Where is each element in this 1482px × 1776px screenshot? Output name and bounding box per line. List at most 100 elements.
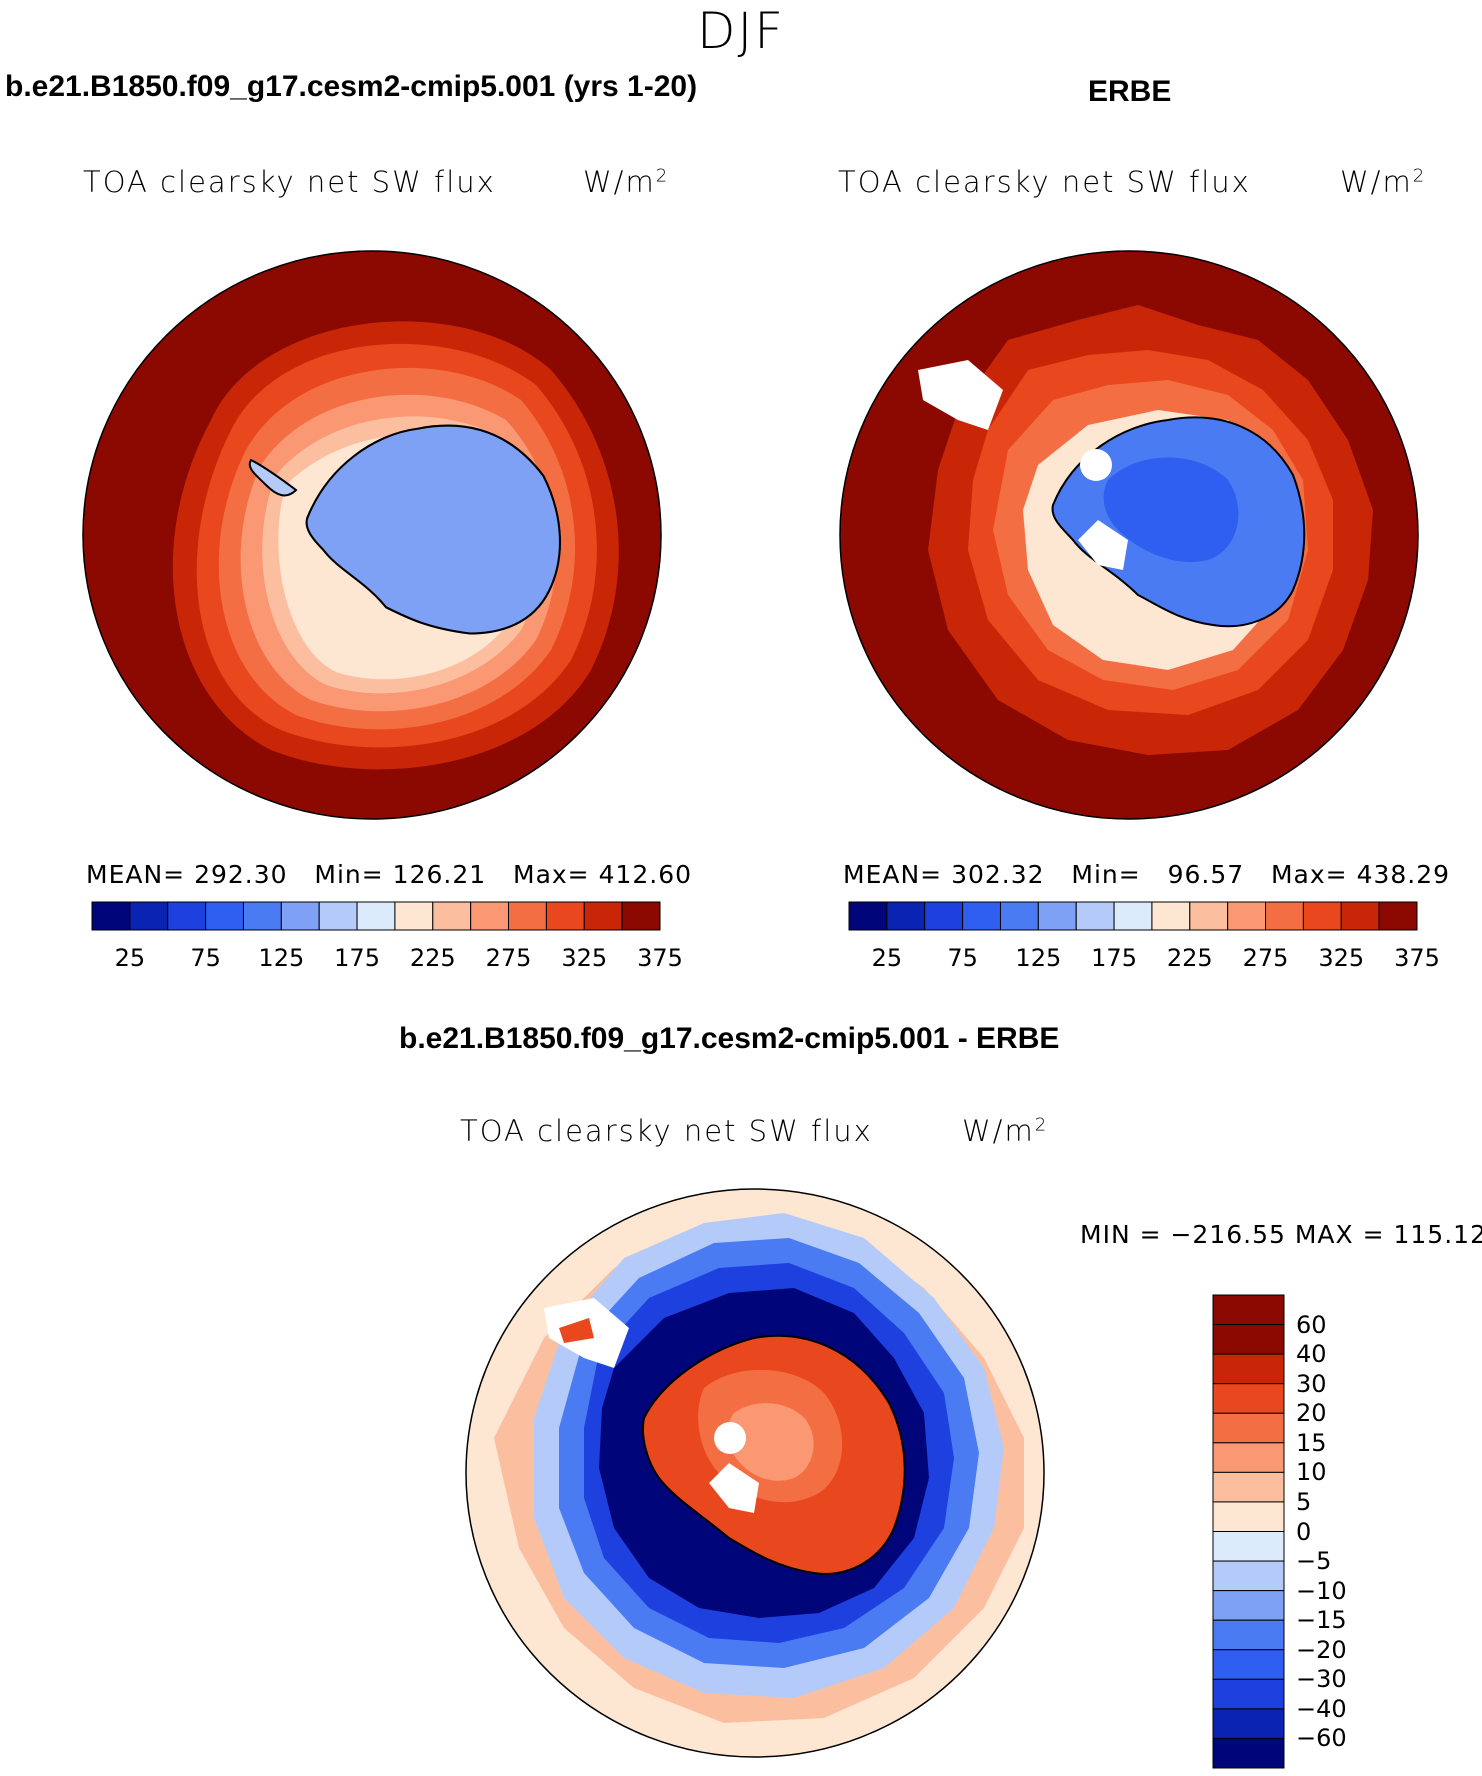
panel3-colorbar-swatch bbox=[1212, 1383, 1285, 1414]
panel2-stats: MEAN= 302.32 Min= 96.57 Max= 438.29 bbox=[843, 860, 1450, 889]
panel1-colorbar-tick-label: 225 bbox=[409, 944, 456, 972]
panel3-variable-label: TOA clearsky net SW flux bbox=[460, 1114, 873, 1148]
panel2-pole-hole bbox=[1080, 449, 1112, 481]
panel1-max-value: 412.60 bbox=[598, 860, 693, 889]
panel2-min-label: Min= bbox=[1071, 860, 1141, 889]
panel3-colorbar-swatch bbox=[1212, 1708, 1285, 1739]
panel2-colorbar-swatch bbox=[999, 901, 1039, 931]
panel3-map bbox=[465, 1188, 1045, 1758]
panel1-colorbar-tick-label: 25 bbox=[114, 944, 146, 972]
panel2-colorbar-swatch bbox=[1151, 901, 1191, 931]
panel2-colorbar-swatch bbox=[1075, 901, 1115, 931]
panel1-map-border bbox=[82, 250, 662, 820]
panel3-units-exponent: 2 bbox=[1034, 1114, 1049, 1136]
panel2-colorbar-tick-label: 275 bbox=[1242, 944, 1289, 972]
panel3-missing-data-2 bbox=[709, 1463, 759, 1513]
panel2-units-base: W/m bbox=[1340, 165, 1413, 199]
panel3-interior-lighter bbox=[727, 1403, 814, 1481]
panel1-colorbar-swatch bbox=[242, 901, 282, 931]
panel2-mean-value: 302.32 bbox=[951, 860, 1045, 889]
panel2-min-value: 96.57 bbox=[1167, 860, 1245, 889]
panel2-max-value: 438.29 bbox=[1356, 860, 1451, 889]
panel3-colorbar-tick-label: 10 bbox=[1296, 1458, 1327, 1487]
panel1-colorbar-swatch bbox=[394, 901, 434, 931]
panel1-colorbar-swatch bbox=[508, 901, 547, 931]
panel3-case-title: b.e21.B1850.f09_g17.cesm2-cmip5.001 - ER… bbox=[399, 1022, 1060, 1055]
panel3-colorbar-tick-label: −10 bbox=[1296, 1576, 1347, 1605]
panel1-min-label: Min= bbox=[314, 860, 384, 889]
panel2-case-title: ERBE bbox=[1088, 75, 1172, 108]
panel1-colorbar-ticks: 25 75 125 175 225 275 325 375 bbox=[92, 944, 683, 974]
panel2-colorbar-swatch bbox=[1227, 901, 1267, 931]
panel3-colorbar-tick-label: −40 bbox=[1296, 1694, 1347, 1723]
panel2-interior-patch bbox=[1103, 457, 1239, 562]
panel1-colorbar-swatch bbox=[129, 901, 169, 931]
panel3-colorbar-swatch bbox=[1212, 1531, 1285, 1562]
panel2-colorbar-swatch bbox=[1378, 901, 1418, 931]
panel1-max-label: Max= bbox=[513, 860, 590, 889]
panel3-colorbar-swatch bbox=[1212, 1678, 1285, 1710]
panel1-antarctica bbox=[305, 424, 561, 635]
panel3-colorbar-swatch bbox=[1212, 1294, 1285, 1326]
panel1-colorbar-swatch bbox=[621, 901, 661, 931]
panel1-colorbar-swatch bbox=[318, 901, 358, 931]
panel2-colorbar-tick-label: 225 bbox=[1166, 944, 1213, 972]
panel2-colorbar-swatch bbox=[1113, 901, 1153, 931]
panel2-colorbar-tick-label: 25 bbox=[871, 944, 903, 972]
panel2-colorbar-swatch bbox=[924, 901, 964, 931]
panel1-stats: MEAN= 292.30 Min= 126.21 Max= 412.60 bbox=[86, 860, 692, 889]
panel3-colorbar-tick-label: 40 bbox=[1296, 1340, 1327, 1369]
panel3-colorbar-tick-label: 20 bbox=[1296, 1399, 1327, 1428]
panel2-colorbar-swatch bbox=[962, 901, 1001, 931]
panel1-colorbar-swatch bbox=[545, 901, 585, 931]
panel2-colorbar-tick-label: 375 bbox=[1394, 944, 1440, 972]
panel1-variable-label: TOA clearsky net SW flux bbox=[83, 165, 496, 199]
panel1-min-value: 126.21 bbox=[392, 860, 487, 889]
panel3-colorbar-tick-label: 5 bbox=[1296, 1487, 1312, 1516]
panel1-colorbar-tick-label: 125 bbox=[258, 944, 305, 972]
panel1-units-exponent: 2 bbox=[655, 165, 670, 187]
panel1-colorbar-swatch bbox=[470, 901, 510, 931]
panel2-colorbar-tick-label: 175 bbox=[1091, 944, 1137, 972]
panel2-missing-data-2 bbox=[1078, 520, 1128, 570]
panel1-units-base: W/m bbox=[583, 165, 656, 199]
panel1-mean-value: 292.30 bbox=[194, 860, 288, 889]
panel2-colorbar bbox=[848, 901, 1418, 931]
panel2-colorbar-tick-label: 125 bbox=[1015, 944, 1062, 972]
panel3-colorbar-swatch bbox=[1212, 1471, 1285, 1503]
season-title: DJF bbox=[696, 2, 785, 60]
panel3-colorbar-swatch bbox=[1212, 1324, 1285, 1355]
panel1-colorbar-tick-label: 175 bbox=[334, 944, 380, 972]
panel3-colorbar-tick-label: 0 bbox=[1296, 1517, 1312, 1546]
panel3-colorbar-swatch bbox=[1212, 1412, 1285, 1444]
panel2-colorbar-ticks: 25 75 125 175 225 275 325 375 bbox=[849, 944, 1440, 974]
panel3-colorbar-tick-label: 60 bbox=[1296, 1310, 1327, 1339]
panel1-mean-label: MEAN= bbox=[86, 860, 186, 889]
panel3-units: W/m2 bbox=[962, 1114, 1048, 1148]
panel2-colorbar-swatch bbox=[1340, 901, 1380, 931]
panel3-colorbar-ticks: 60 40 30 20 15 10 5 0 −5 −10 −15 −20 −30 −40 −60 bbox=[1296, 1295, 1386, 1770]
panel2-map-border bbox=[839, 250, 1419, 820]
panel3-range-label: MIN = −216.55 MAX = 115.12 bbox=[1080, 1220, 1482, 1249]
panel2-variable-label: TOA clearsky net SW flux bbox=[838, 165, 1251, 199]
panel3-colorbar-swatch bbox=[1212, 1560, 1285, 1592]
panel2-colorbar-tick-label: 75 bbox=[947, 944, 978, 972]
panel1-colorbar-swatch bbox=[356, 901, 396, 931]
panel1-colorbar-tick-label: 325 bbox=[561, 944, 608, 972]
panel3-colorbar-tick-label: 30 bbox=[1296, 1369, 1327, 1398]
panel3-colorbar-swatch bbox=[1212, 1590, 1285, 1621]
panel3-colorbar-swatch bbox=[1212, 1442, 1285, 1473]
panel3-colorbar-tick-label: −60 bbox=[1296, 1724, 1347, 1753]
panel1-colorbar-swatch bbox=[205, 901, 244, 931]
panel3-colorbar-tick-label: −5 bbox=[1296, 1547, 1332, 1576]
panel3-colorbar-swatch bbox=[1212, 1619, 1285, 1651]
panel2-colorbar-swatch bbox=[1037, 901, 1077, 931]
panel3-colorbar-tick-label: −20 bbox=[1296, 1635, 1347, 1664]
panel2-map bbox=[839, 250, 1419, 820]
panel3-colorbar-tick-label: 15 bbox=[1296, 1428, 1327, 1457]
panel3-colorbar-swatch bbox=[1212, 1737, 1285, 1769]
panel3-colorbar-swatch bbox=[1212, 1649, 1285, 1680]
panel1-case-title: b.e21.B1850.f09_g17.cesm2-cmip5.001 (yrs… bbox=[5, 70, 698, 103]
panel3-colorbar-swatch bbox=[1212, 1501, 1285, 1532]
panel1-map bbox=[82, 250, 662, 820]
